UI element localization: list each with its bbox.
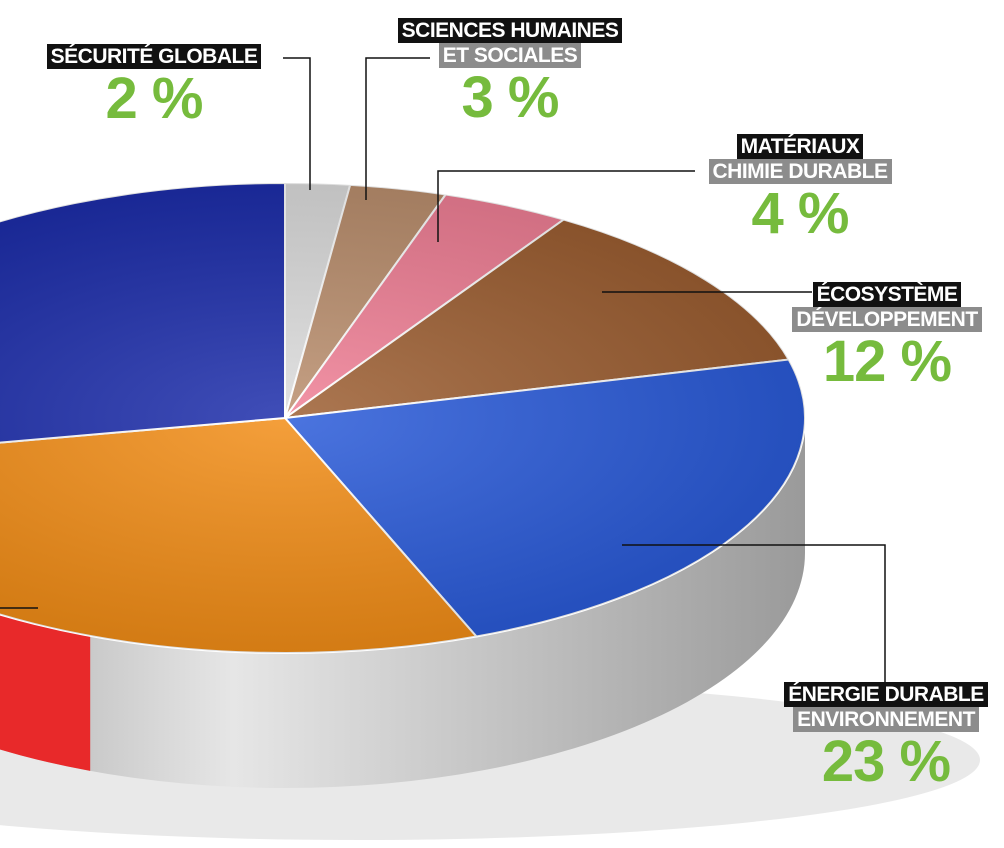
- slice-percentage: 4 %: [751, 181, 850, 246]
- leader-line-2: [437, 170, 695, 242]
- slice-label-line2: CHIMIE DURABLE: [708, 159, 892, 184]
- label-sciences-humaines: SCIENCES HUMAINES ET SOCIALES 3 %: [370, 18, 650, 128]
- pie-rim-accent: [0, 614, 91, 771]
- slice-percentage: 12 %: [822, 329, 952, 394]
- slice-percentage: 2 %: [105, 66, 204, 131]
- label-securite-globale: SÉCURITÉ GLOBALE 2 %: [34, 44, 274, 129]
- slice-label-line1: ÉCOSYSTÈME: [812, 282, 962, 307]
- label-energie-durable: ÉNERGIE DURABLE ENVIRONNEMENT 23 %: [770, 682, 1002, 792]
- slice-label-line1: SCIENCES HUMAINES: [397, 18, 623, 43]
- slice-percentage: 23 %: [821, 729, 951, 794]
- leader-line-1: [365, 57, 430, 200]
- slice-label-line1: SÉCURITÉ GLOBALE: [46, 44, 262, 69]
- slice-label-line1: MATÉRIAUX: [736, 134, 864, 159]
- slice-label-line2: ENVIRONNEMENT: [793, 707, 979, 732]
- label-materiaux: MATÉRIAUX CHIMIE DURABLE 4 %: [690, 134, 910, 244]
- slice-percentage: 3 %: [461, 65, 560, 130]
- slice-label-line1: ÉNERGIE DURABLE: [784, 682, 988, 707]
- slice-label-line2: DÉVELOPPEMENT: [792, 307, 982, 332]
- pie-top-shade: [0, 183, 805, 653]
- slice-label-line2: ET SOCIALES: [438, 43, 582, 68]
- leader-line-4: [622, 544, 886, 682]
- leader-line-0: [283, 57, 311, 190]
- pie-rim: [0, 418, 805, 788]
- label-ecosysteme: ÉCOSYSTÈME DÉVELOPPEMENT 12 %: [774, 282, 1000, 392]
